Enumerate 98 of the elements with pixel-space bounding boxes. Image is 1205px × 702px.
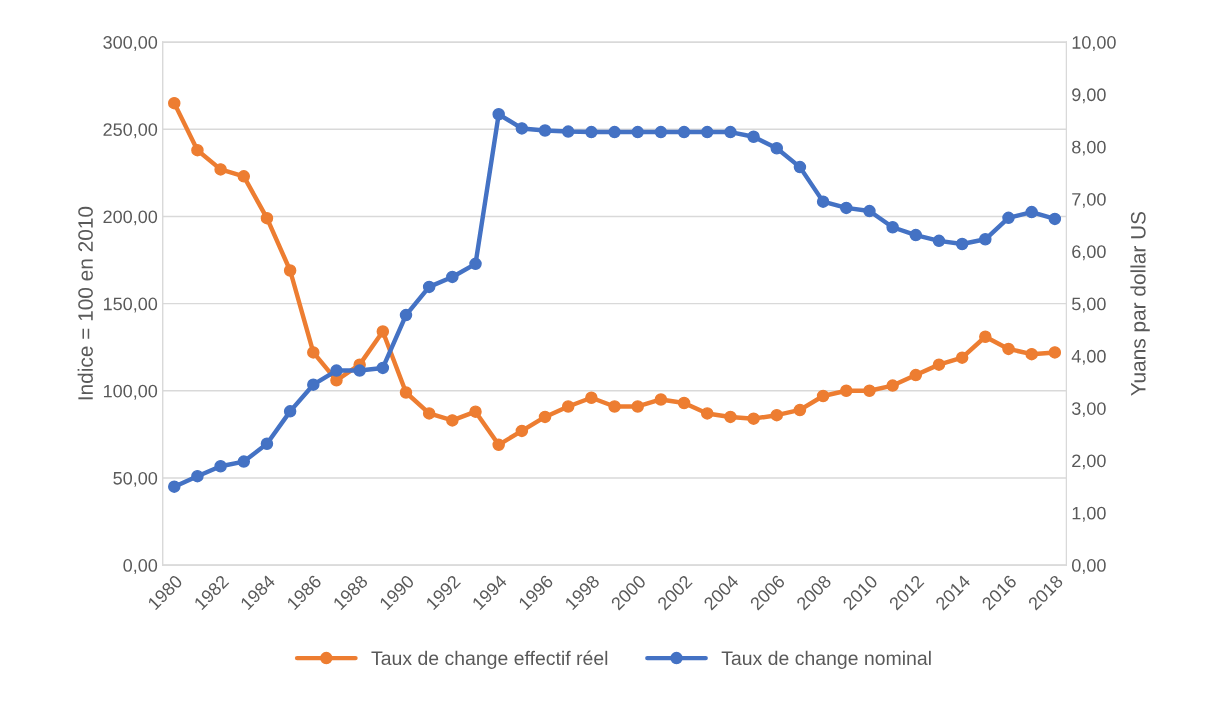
point [422, 407, 436, 420]
y2-tick-label: 9,00 [1072, 88, 1106, 104]
point [979, 330, 992, 343]
point [770, 408, 784, 422]
point [816, 195, 830, 208]
point [886, 221, 899, 234]
y2-axis-title: Yuans par dollar US [1130, 211, 1150, 396]
point [955, 351, 969, 364]
point [283, 264, 297, 277]
point [515, 424, 529, 438]
point [538, 124, 552, 137]
point [979, 233, 992, 246]
point [492, 108, 505, 121]
point [770, 142, 784, 155]
point [1048, 212, 1062, 226]
point [724, 125, 737, 139]
point [677, 125, 691, 139]
y2-tick-label: 3,00 [1071, 402, 1106, 418]
y-tick-label: 100,00 [103, 384, 158, 400]
point [654, 393, 668, 406]
point [955, 237, 969, 251]
y-tick-label: 250,00 [103, 123, 158, 139]
point [932, 234, 946, 248]
point [214, 163, 227, 176]
point [1002, 342, 1015, 356]
point [237, 455, 251, 468]
point [260, 211, 274, 225]
point [399, 308, 413, 322]
point [376, 325, 390, 338]
point [793, 403, 807, 417]
point [191, 143, 204, 157]
legend-label: Taux de change effectif réel [371, 650, 608, 669]
point [307, 346, 320, 359]
point [1002, 211, 1015, 225]
y2-tick-label: 1,00 [1072, 506, 1106, 522]
y-tick-label: 200,00 [103, 210, 158, 226]
point [191, 469, 204, 483]
point [214, 460, 227, 473]
point [446, 270, 459, 284]
point [168, 96, 181, 110]
y-tick-label: 0,00 [123, 559, 158, 574]
point [469, 257, 482, 271]
point [307, 378, 320, 391]
point [747, 130, 760, 144]
point [260, 437, 274, 451]
point [608, 125, 621, 139]
point [909, 228, 923, 242]
point [585, 391, 598, 405]
point [816, 389, 830, 403]
point [724, 410, 737, 424]
y2-tick-label: 0,00 [1071, 559, 1106, 574]
point [700, 125, 714, 139]
point [747, 412, 760, 425]
point [863, 204, 876, 218]
y2-tick-label: 8,00 [1072, 140, 1106, 156]
point [561, 125, 575, 138]
point [1025, 205, 1038, 219]
point [654, 125, 668, 139]
point [863, 384, 876, 398]
point [446, 414, 459, 427]
point [631, 125, 644, 139]
y2-tick-label: 4,00 [1071, 349, 1106, 365]
point [932, 358, 946, 371]
point [631, 400, 644, 413]
point [283, 405, 297, 418]
y2-tick-label: 5,00 [1072, 297, 1106, 313]
point [376, 361, 390, 375]
point [469, 405, 482, 418]
point [492, 438, 505, 452]
point [1025, 347, 1038, 361]
y2-tick-label: 7,00 [1072, 192, 1106, 208]
point [330, 364, 343, 377]
point [909, 368, 923, 382]
y-tick-label: 50,00 [113, 471, 158, 487]
point [353, 364, 366, 377]
point [608, 400, 621, 413]
legend-label: Taux de change nominal [721, 650, 931, 669]
y2-tick-label: 6,00 [1072, 245, 1106, 261]
point [1048, 346, 1062, 359]
point [793, 160, 807, 174]
point [399, 386, 413, 399]
point [538, 410, 552, 424]
y2-tick-label: 10,00 [1072, 36, 1116, 51]
point [585, 125, 598, 139]
point [677, 396, 691, 410]
y2-tick-label: 2,00 [1072, 454, 1106, 470]
point [700, 407, 714, 420]
point [237, 170, 251, 183]
point [840, 201, 853, 215]
point [840, 384, 853, 398]
y-axis-title: Indice = 100 en 2010 [77, 206, 93, 400]
point [561, 400, 575, 413]
point [422, 280, 436, 294]
y-tick-label: 150,00 [103, 297, 158, 313]
point [168, 480, 181, 493]
y-tick-label: 300,00 [103, 36, 158, 51]
point [515, 122, 529, 135]
point [886, 379, 899, 392]
